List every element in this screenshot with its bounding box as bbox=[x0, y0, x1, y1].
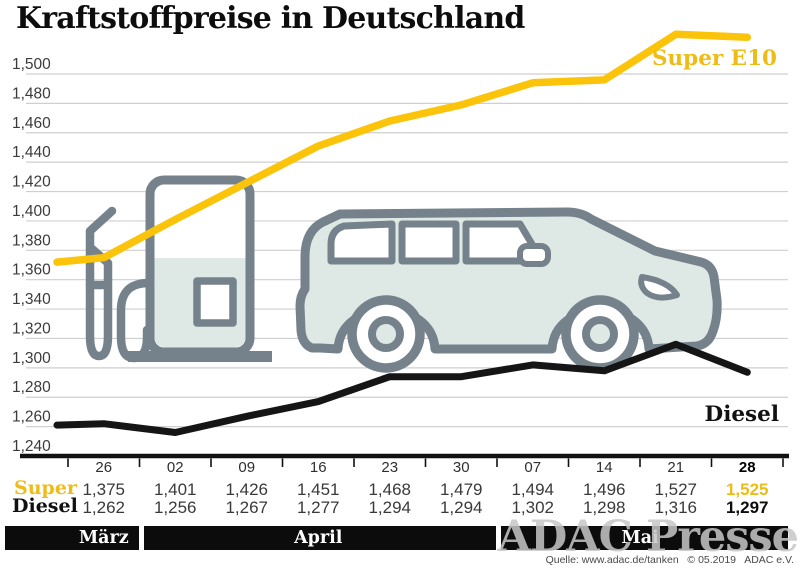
y-tick-label: 1,260 bbox=[12, 409, 51, 426]
month-bar-märz bbox=[5, 526, 139, 550]
diesel-value-cell: 1,294 bbox=[439, 498, 483, 517]
date-cell: 30 bbox=[452, 459, 470, 476]
diesel-value-cell: 1,294 bbox=[368, 498, 412, 517]
super-value-cell: 1,479 bbox=[439, 480, 483, 499]
car-icon bbox=[295, 207, 722, 373]
date-cell: 23 bbox=[381, 459, 399, 476]
date-cell: 07 bbox=[524, 459, 542, 476]
y-tick-label: 1,340 bbox=[12, 291, 51, 308]
month-label-april: April bbox=[294, 528, 343, 548]
diesel-value-cell: 1,302 bbox=[511, 498, 555, 517]
month-bar-mai bbox=[501, 526, 788, 550]
row-label-diesel: Diesel bbox=[12, 495, 78, 517]
date-cell: 21 bbox=[667, 459, 685, 476]
diesel-value-cell: 1,256 bbox=[153, 498, 197, 517]
super-value-cell: 1,375 bbox=[82, 480, 126, 499]
super-value-cell: 1,451 bbox=[296, 480, 340, 499]
page-title: Kraftstoffpreise in Deutschland bbox=[16, 1, 525, 36]
line-label-super-e10: Super E10 bbox=[652, 46, 777, 71]
y-tick-label: 1,280 bbox=[12, 379, 51, 396]
diesel-value-cell: 1,277 bbox=[296, 498, 340, 517]
super-value-cell: 1,494 bbox=[511, 480, 555, 499]
line-super-e10 bbox=[53, 30, 752, 266]
y-tick-label: 1,440 bbox=[12, 144, 51, 161]
fuel-pump-icon bbox=[85, 175, 272, 363]
month-label-märz: März bbox=[78, 528, 129, 548]
super-value-cell: 1,426 bbox=[225, 480, 269, 499]
diesel-value-cell: 1,267 bbox=[225, 498, 269, 517]
date-cell: 26 bbox=[95, 459, 113, 476]
y-tick-label: 1,480 bbox=[12, 85, 51, 102]
diesel-value-cell: 1,297 bbox=[725, 498, 769, 517]
diesel-value-cell: 1,262 bbox=[82, 498, 126, 517]
y-tick-label: 1,400 bbox=[12, 203, 51, 220]
line-label-diesel: Diesel bbox=[705, 402, 779, 427]
y-tick-label: 1,320 bbox=[12, 320, 51, 337]
x-axis bbox=[20, 453, 789, 467]
y-tick-label: 1,240 bbox=[12, 438, 51, 455]
source-credit: Quelle: www.adac.de/tanken © 05.2019 ADA… bbox=[545, 554, 794, 566]
super-value-cell: 1,496 bbox=[582, 480, 626, 499]
date-cell: 14 bbox=[595, 459, 613, 476]
line-diesel bbox=[53, 340, 751, 436]
super-value-cell: 1,468 bbox=[368, 480, 412, 499]
y-tick-label: 1,300 bbox=[12, 350, 51, 367]
line-labels: Super E10 Diesel bbox=[652, 46, 779, 427]
super-value-cell: 1,401 bbox=[153, 480, 197, 499]
super-value-cell: 1,525 bbox=[725, 480, 769, 499]
month-label-mai: Mai bbox=[621, 528, 659, 548]
price-lines bbox=[53, 30, 752, 436]
y-tick-label: 1,360 bbox=[12, 262, 51, 279]
y-tick-label: 1,420 bbox=[12, 174, 51, 191]
diesel-value-cell: 1,316 bbox=[654, 498, 698, 517]
y-tick-label: 1,460 bbox=[12, 115, 51, 132]
watermark: ADAC Presse bbox=[497, 512, 799, 562]
date-cell: 02 bbox=[166, 459, 184, 476]
date-cell: 09 bbox=[238, 459, 256, 476]
row-label-super: Super bbox=[14, 477, 77, 499]
car-mirror bbox=[517, 243, 551, 267]
date-cell: 28 bbox=[738, 459, 756, 476]
super-value-cell: 1,527 bbox=[654, 480, 698, 499]
diesel-value-cell: 1,298 bbox=[582, 498, 626, 517]
month-bar-april bbox=[143, 526, 496, 550]
y-axis-labels: 1,500 1,480 1,460 1,440 1,420 1,400 1,380 1,360… bbox=[12, 56, 51, 455]
y-tick-label: 1,380 bbox=[12, 232, 51, 249]
car-headlight bbox=[638, 274, 680, 301]
date-cell: 16 bbox=[309, 459, 327, 476]
y-tick-label: 1,500 bbox=[12, 56, 51, 73]
